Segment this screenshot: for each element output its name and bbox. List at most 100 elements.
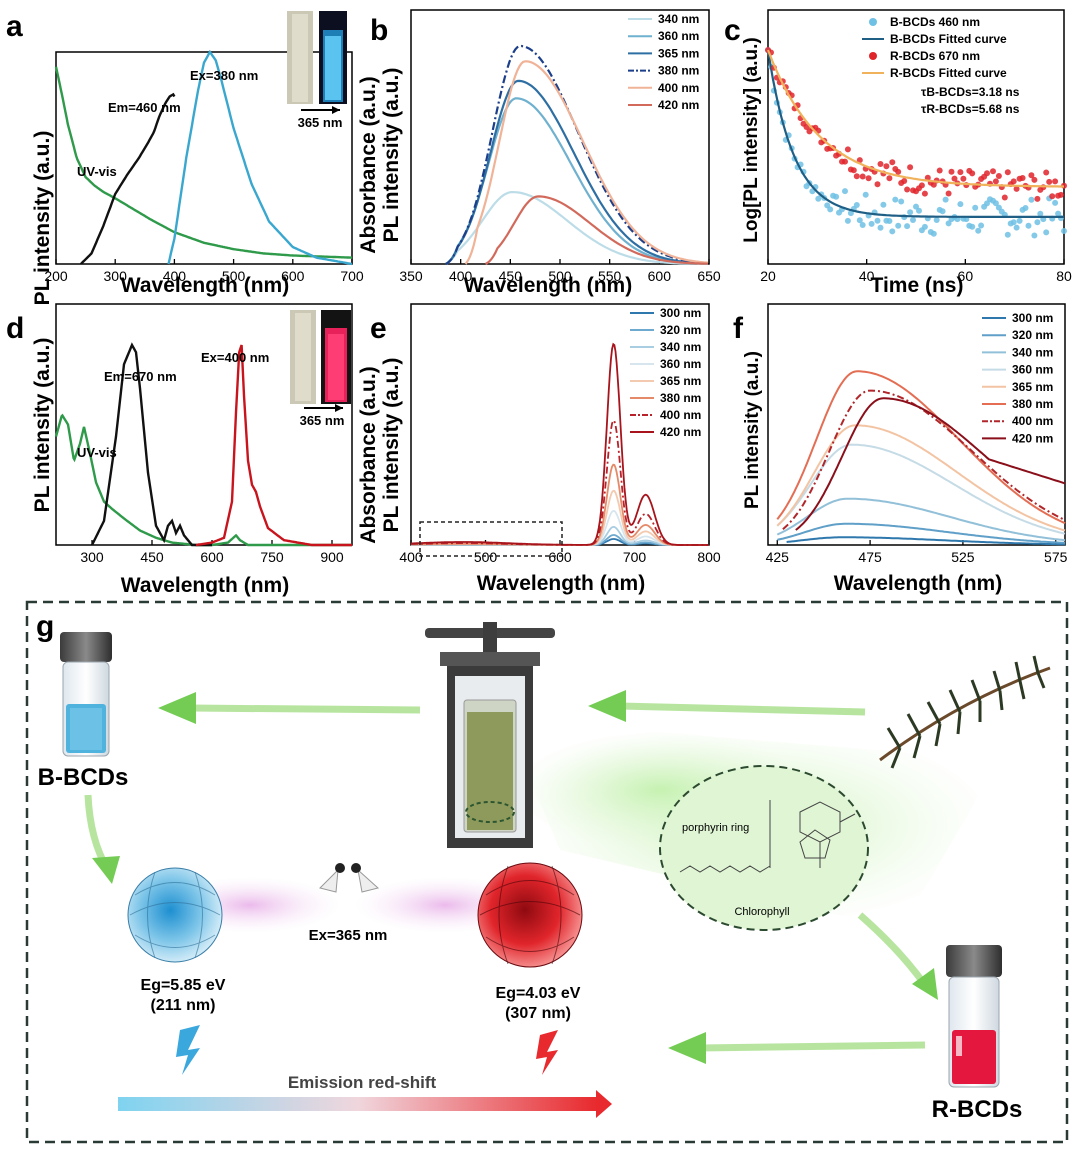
x-tick-label-a: 300: [104, 268, 128, 284]
x-tick-label-f: 525: [951, 549, 975, 565]
scatter-point-c: [1019, 175, 1026, 181]
series-line-f: [776, 370, 1066, 525]
series-line-f: [777, 522, 1066, 544]
red-lightning-icon: [536, 1030, 558, 1075]
scatter-point-c: [833, 193, 840, 200]
label-r-bcds: R-BCDs: [932, 1096, 1023, 1123]
scatter-point-c: [995, 173, 1002, 179]
scatter-point-c: [803, 124, 810, 130]
ylabel-b: PL intensity (a.u.): [380, 68, 403, 243]
scatter-point-c: [842, 158, 848, 165]
label-eg-b-nm: (211 nm): [151, 997, 216, 1014]
scatter-point-c: [969, 223, 976, 230]
series-line-a: [80, 92, 176, 265]
scatter-point-c: [877, 224, 884, 231]
legend-label-e: 300 nm: [660, 306, 701, 320]
scatter-point-c: [886, 175, 893, 182]
scatter-point-c: [918, 182, 925, 189]
annot-uvvis-d: UV-vis: [77, 445, 117, 460]
scatter-point-c: [972, 204, 979, 211]
scatter-point-c: [1013, 185, 1020, 192]
x-tick-label-e: 600: [548, 549, 572, 565]
x-tick-label-f: 475: [858, 549, 882, 565]
scatter-point-c: [930, 230, 937, 237]
scatter-point-c: [1001, 194, 1008, 201]
series-line-f: [776, 424, 1066, 532]
scatter-point-c: [1004, 231, 1011, 238]
arrowhead-uv-a: [332, 106, 340, 114]
legend-label-e: 380 nm: [660, 391, 701, 405]
scatter-point-c: [948, 168, 955, 175]
legend-label-f: 365 nm: [1012, 380, 1053, 394]
scatter-point-c: [853, 173, 860, 180]
legend-label-c: B-BCDs 460 nm: [890, 15, 980, 29]
scatter-point-c: [1043, 229, 1050, 236]
scatter-point-c: [1049, 193, 1056, 200]
scatter-point-c: [904, 186, 911, 193]
x-tick-label-a: 400: [163, 268, 187, 284]
zoom-box-e: [419, 521, 563, 557]
annot-em-d: Em=670 nm: [104, 369, 177, 384]
series-line-b: [464, 60, 709, 265]
chart-c: 20 40 60 80 B-BCDs 460 nm B-BCDs Fitted curve…: [760, 9, 1072, 284]
x-tick-label-c: 40: [859, 268, 875, 284]
vial-photo-daylight-d: [290, 310, 316, 404]
series-line-b: [445, 97, 708, 265]
scatter-point-c: [1010, 178, 1017, 185]
series-line-a: [54, 66, 352, 259]
vial-photo-daylight-a: [287, 11, 313, 104]
annot-ex-a: Ex=380 nm: [190, 68, 258, 83]
scatter-point-c: [1028, 172, 1035, 179]
legend-label-b: 380 nm: [658, 64, 699, 78]
legend-marker-c: [869, 52, 877, 60]
scatter-point-c: [889, 159, 896, 166]
scatter-point-c: [865, 175, 872, 182]
scheme-frame: [25, 600, 1069, 1144]
scatter-point-c: [1058, 191, 1064, 198]
panel-letter-d: d: [6, 312, 24, 345]
redshift-bar: [118, 1097, 598, 1111]
scatter-point-c: [1028, 196, 1035, 203]
vial-r-bcds: [946, 945, 1002, 1088]
blue-lightning-icon: [176, 1025, 200, 1075]
legend-label-f: 400 nm: [1012, 414, 1053, 428]
legend-label-f: 380 nm: [1012, 397, 1053, 411]
scatter-point-c: [856, 157, 863, 164]
scatter-point-c: [951, 175, 958, 182]
x-tick-label-d: 600: [200, 549, 224, 565]
series-line-b: [445, 44, 709, 265]
scatter-point-c: [880, 201, 887, 208]
x-tick-label-c: 60: [958, 268, 974, 284]
legend-label-f: 320 nm: [1012, 328, 1053, 342]
ylabel-a: PL intensity (a.u.): [31, 131, 54, 306]
redshift-arrowhead: [596, 1090, 612, 1118]
x-tick-label-f: 575: [1044, 549, 1068, 565]
pine-branch-icon: [879, 655, 1051, 769]
scatter-point-c: [921, 190, 928, 197]
annot-365-d: 365 nm: [300, 413, 345, 428]
label-eg-r-nm: (307 nm): [505, 1005, 571, 1022]
scatter-point-c: [1025, 222, 1032, 229]
scatter-point-c: [992, 178, 999, 185]
x-tick-label-c: 20: [760, 268, 776, 284]
vial-photo-uv-a: [319, 11, 347, 104]
scatter-point-c: [856, 217, 863, 224]
x-tick-label-d: 900: [320, 549, 344, 565]
scatter-point-c: [969, 170, 976, 177]
plot-frame-f: [767, 303, 1066, 546]
scatter-point-c: [877, 161, 884, 167]
arrow-b-to-sphere: [84, 794, 120, 884]
scatter-point-c: [859, 173, 866, 180]
x-tick-label-a: 600: [281, 268, 305, 284]
scatter-point-c: [859, 222, 866, 228]
arrowhead-uv-d: [335, 404, 343, 412]
xlabel-c: Time (ns): [871, 274, 964, 297]
scatter-point-c: [904, 223, 911, 230]
chlorophyll-bubble: [659, 765, 869, 931]
x-tick-label-b: 650: [697, 268, 721, 284]
arrow-chlorophyll-to-r: [857, 912, 938, 1000]
scatter-point-c: [853, 202, 860, 208]
panel-letter-a: a: [6, 10, 23, 43]
series-line-b: [484, 195, 708, 265]
series-line-f: [786, 536, 1065, 546]
